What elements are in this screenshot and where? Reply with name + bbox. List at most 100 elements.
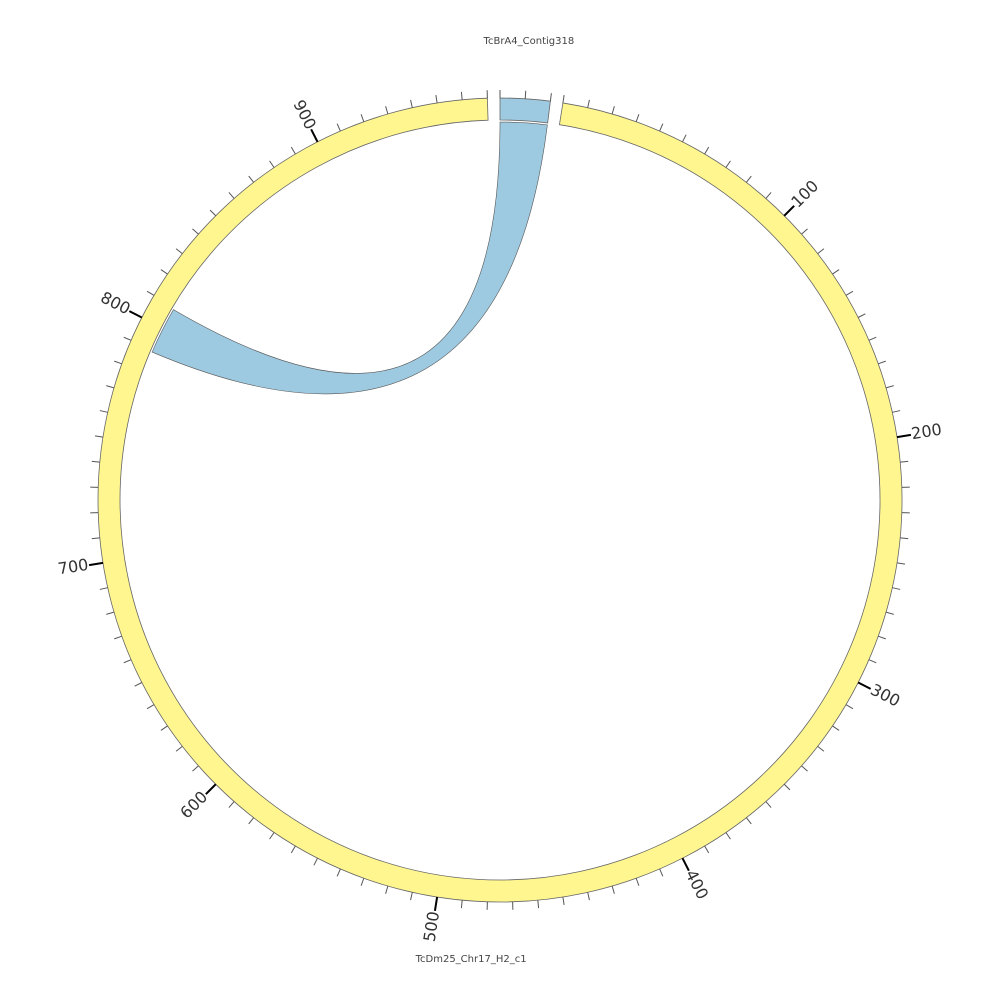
minor-tick (562, 94, 565, 104)
minor-tick (192, 228, 199, 235)
minor-tick (146, 290, 155, 296)
minor-tick (269, 832, 275, 840)
minor-tick (745, 817, 752, 825)
minor-tick (725, 832, 731, 840)
minor-tick (659, 868, 664, 877)
minor-tick (900, 537, 909, 540)
minor-tick (209, 209, 217, 217)
minor-tick (290, 845, 296, 854)
minor-tick (94, 435, 104, 438)
minor-tick (537, 900, 540, 909)
tick-label: 400 (682, 867, 713, 903)
minor-tick (611, 885, 615, 894)
minor-tick (745, 175, 752, 183)
tick-label: 900 (289, 97, 320, 133)
major-tick (205, 783, 217, 795)
minor-tick (783, 783, 791, 791)
minor-tick (91, 460, 100, 463)
minor-tick (160, 725, 168, 731)
ideogram-name: TcDm25_Chr17_H2_c1 (415, 954, 527, 965)
minor-tick (885, 611, 894, 615)
major-tick (783, 205, 795, 217)
minor-tick (868, 659, 877, 664)
minor-tick (845, 704, 854, 710)
minor-tick (845, 290, 854, 296)
tick-label: 300 (867, 680, 903, 711)
minor-tick (248, 817, 255, 825)
ideogram (97, 97, 903, 903)
minor-tick (175, 248, 183, 255)
minor-tick (114, 360, 122, 365)
minor-tick (635, 878, 640, 886)
minor-tick (832, 725, 840, 731)
minor-tick (336, 868, 341, 877)
minor-tick (868, 336, 877, 341)
minor-tick (587, 892, 590, 901)
minor-tick (725, 160, 731, 168)
minor-tick (360, 114, 365, 122)
tick-label: 700 (57, 555, 90, 579)
minor-tick (659, 123, 664, 132)
major-tick (896, 433, 912, 439)
minor-tick (892, 587, 901, 590)
minor-tick (269, 160, 275, 168)
minor-tick (123, 659, 132, 664)
minor-tick (106, 611, 115, 615)
major-tick (128, 310, 143, 319)
minor-tick (704, 146, 710, 155)
minor-tick (460, 91, 463, 100)
major-tick (681, 857, 690, 872)
ideogram (499, 97, 551, 124)
minor-tick (146, 704, 155, 710)
minor-tick (635, 114, 640, 122)
major-tick (857, 681, 872, 690)
minor-tick (360, 878, 365, 886)
minor-tick (857, 313, 866, 318)
link-ribbon (151, 121, 548, 395)
major-tick (88, 561, 104, 567)
minor-tick (99, 410, 108, 413)
ideogram-name: TcBrA4_Contig318 (483, 36, 575, 47)
minor-tick (123, 336, 132, 341)
minor-tick (385, 106, 389, 115)
minor-tick (562, 896, 565, 906)
minor-tick (682, 134, 687, 143)
major-tick (433, 896, 439, 912)
minor-tick (878, 635, 886, 640)
minor-tick (228, 192, 235, 199)
minor-tick (435, 94, 438, 104)
minor-tick (896, 562, 906, 565)
minor-tick (765, 801, 772, 808)
minor-tick (385, 885, 389, 894)
minor-tick (106, 385, 115, 389)
minor-tick (892, 410, 901, 413)
minor-tick (313, 857, 318, 866)
minor-tick (801, 765, 808, 772)
tick-label: 200 (910, 420, 943, 444)
minor-tick (290, 146, 296, 155)
minor-tick (91, 537, 100, 540)
minor-tick (460, 900, 463, 909)
minor-tick (549, 93, 552, 102)
tick-label: 100 (787, 176, 822, 211)
minor-tick (524, 90, 527, 99)
minor-tick (410, 892, 413, 901)
minor-tick (878, 360, 886, 365)
minor-tick (114, 635, 122, 640)
minor-tick (704, 845, 710, 854)
minor-tick (900, 460, 909, 463)
minor-tick (817, 745, 825, 752)
minor-tick (611, 106, 615, 115)
minor-tick (175, 745, 183, 752)
minor-tick (587, 99, 590, 108)
major-tick (310, 128, 319, 143)
minor-tick (832, 269, 840, 275)
minor-tick (192, 765, 199, 772)
minor-tick (228, 801, 235, 808)
minor-tick (410, 99, 413, 108)
minor-tick (817, 248, 825, 255)
minor-tick (99, 587, 108, 590)
minor-tick (134, 682, 143, 687)
